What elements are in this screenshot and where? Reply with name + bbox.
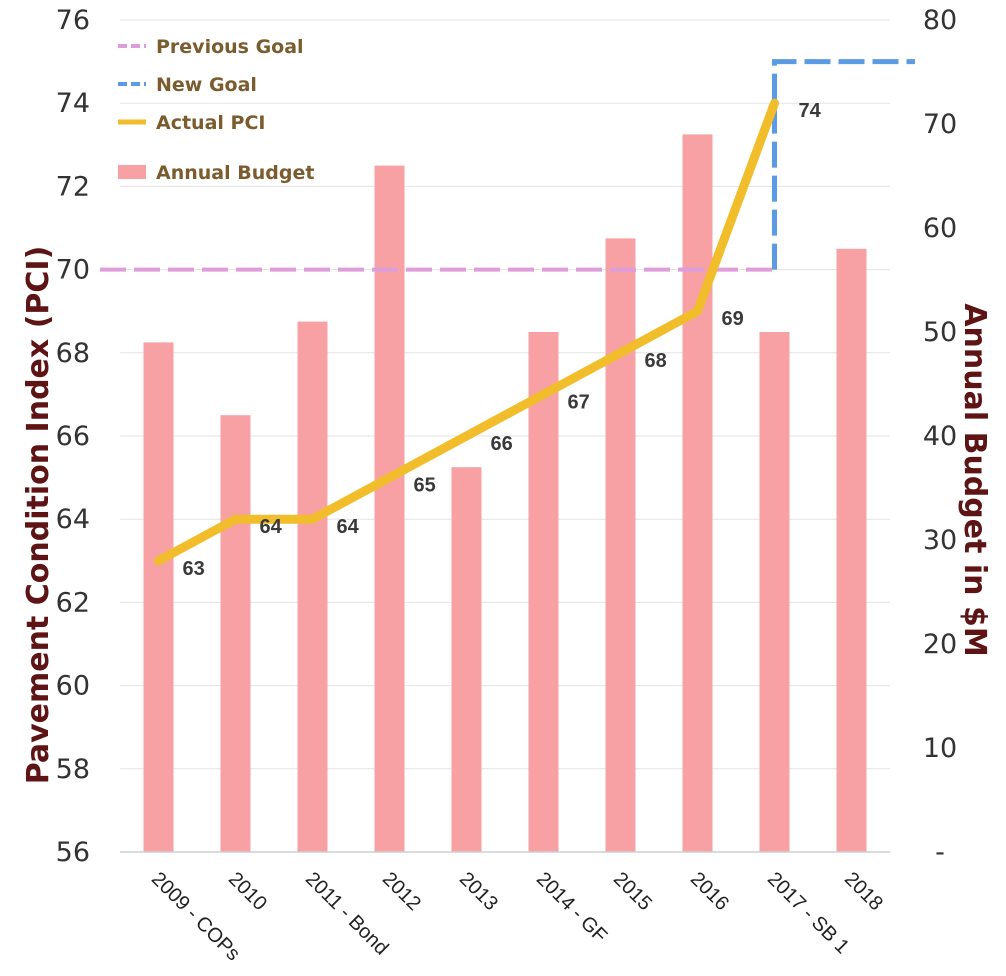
pci-data-label: 65 [414,475,436,497]
right-tick-label: - [935,837,945,868]
right-tick-label: 20 [923,629,957,660]
budget-bar [143,342,174,852]
pci-data-label: 74 [799,100,822,122]
budget-bar [374,165,405,853]
budget-bar [297,321,328,853]
right-tick-label: 80 [923,5,957,36]
pci-data-label: 67 [568,391,590,413]
pci-line-group: 63 64 64 65 66 67 68 69 74 [154,98,822,580]
left-tick-label: 60 [56,671,90,702]
budget-bars [143,134,867,853]
x-tick-label: 2016 [686,868,733,915]
x-tick-label: 2012 [378,868,425,915]
left-tick-label: 58 [56,754,90,785]
budget-bar [220,415,251,852]
pci-data-label: 63 [183,558,205,580]
x-tick-label: 2018 [840,868,887,915]
legend-label: Annual Budget [156,162,314,184]
legend-label: New Goal [156,74,257,96]
right-tick-label: 30 [923,525,957,556]
new-goal-line [772,59,915,270]
budget-bar [605,238,636,852]
left-tick-label: 66 [56,421,90,452]
legend-label: Previous Goal [156,36,304,58]
left-tick-label: 72 [56,171,90,202]
right-tick-label: 10 [923,733,957,764]
pci-line [154,98,779,566]
pci-data-label: 69 [722,308,744,330]
left-axis-title: Pavement Condition Index (PCI) [21,246,56,785]
goal-lines [100,59,915,272]
budget-bar [528,332,559,852]
pci-data-label: 64 [337,516,360,538]
budget-bar [682,134,713,852]
left-tick-label: 68 [56,338,90,369]
x-tick-label: 2015 [609,868,656,915]
left-tick-label: 62 [56,587,90,618]
right-tick-label: 50 [923,317,957,348]
x-tick-label: 2017 - SB 1 [763,868,853,958]
x-tick-label: 2013 [455,868,502,915]
x-tick-label: 2014 - GF [532,868,611,947]
right-tick-label: 70 [923,109,957,140]
left-tick-label: 74 [56,88,90,119]
axes: 56 58 60 62 64 66 68 70 72 74 76 - 10 20 30 40 50 60 70 80 2… [56,5,958,965]
x-tick-label: 2010 [224,868,271,915]
left-tick-label: 70 [56,255,90,286]
legend: Previous Goal New Goal Actual PCI Annual Bu… [118,36,314,184]
left-tick-label: 56 [56,837,90,868]
pci-data-label: 66 [491,433,513,455]
budget-bar [836,248,867,853]
right-axis-title: Annual Budget in $M [957,303,992,656]
left-tick-label: 64 [56,504,90,535]
budget-bar [759,332,790,852]
budget-bar [451,467,482,852]
pci-data-label: 64 [260,516,283,538]
right-tick-label: 40 [923,421,957,452]
left-tick-label: 76 [56,5,90,36]
legend-swatch [118,165,146,179]
legend-label: Actual PCI [156,112,265,134]
right-tick-label: 60 [923,213,957,244]
pci-data-label: 68 [645,350,667,372]
